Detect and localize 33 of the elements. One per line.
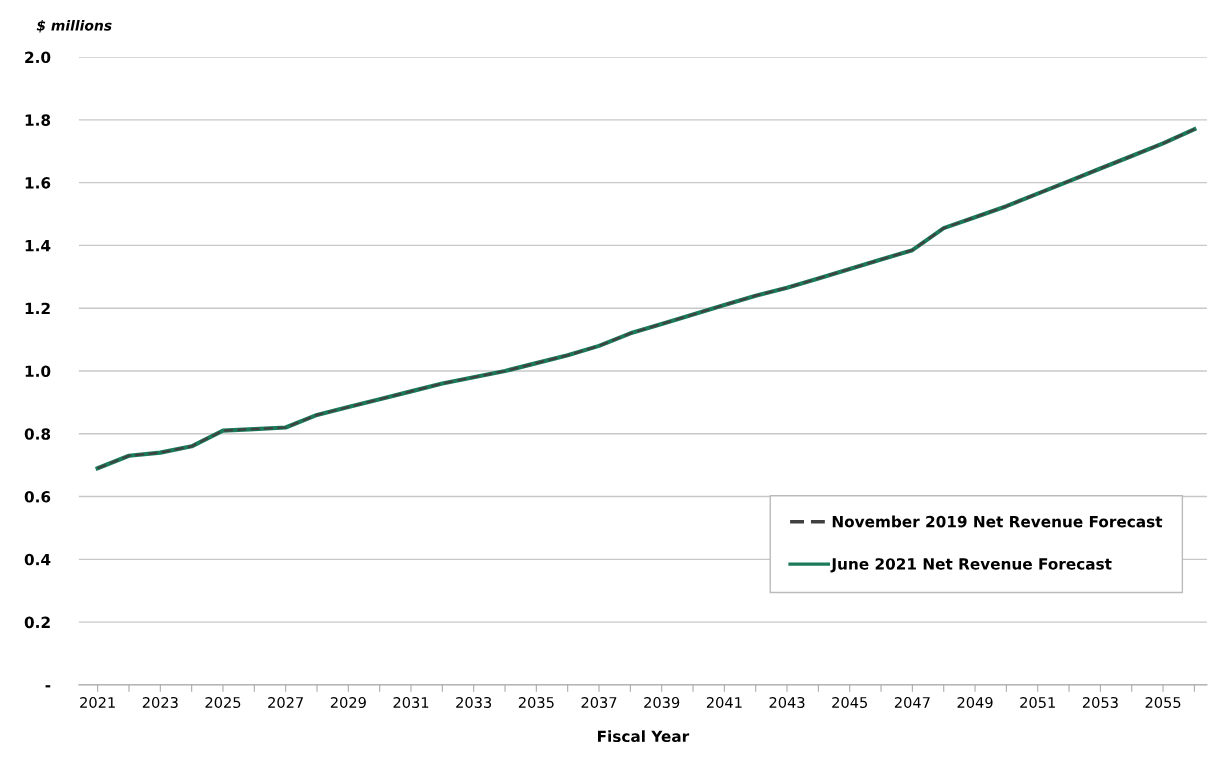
- x-tick-label: 2055: [1145, 696, 1181, 708]
- x-tick-label: 2053: [1082, 696, 1118, 708]
- x-tick-label: 2043: [769, 696, 805, 708]
- legend-label: November 2019 Net Revenue Forecast: [832, 515, 1163, 528]
- legend-label: June 2021 Net Revenue Forecast: [830, 558, 1112, 573]
- y-tick-label: -: [45, 685, 51, 688]
- x-tick-label: 2051: [1020, 696, 1055, 708]
- x-tick-label: 2041: [706, 696, 742, 708]
- y-axis-title: $ millions: [36, 19, 112, 33]
- x-tick-label: 2027: [268, 696, 303, 708]
- x-tick-label: 2045: [832, 696, 867, 708]
- y-tick-label: 1.4: [25, 240, 51, 252]
- y-tick-label: 0.8: [24, 428, 51, 440]
- x-tick-label: 2023: [142, 696, 178, 708]
- x-tick-label: 2029: [330, 696, 366, 708]
- y-tick-label: 1.8: [25, 114, 51, 126]
- y-tick-label: 0.6: [24, 491, 51, 503]
- x-tick-label: 2049: [957, 696, 993, 708]
- x-tick-label: 2031: [393, 696, 429, 708]
- x-tick-label: 2033: [456, 696, 492, 708]
- x-tick-label: 2025: [205, 696, 241, 708]
- y-tick-label: 1.2: [25, 302, 50, 315]
- x-tick-label: 2037: [581, 696, 617, 708]
- y-tick-label: 2.0: [25, 51, 51, 64]
- y-tick-label: 0.4: [24, 553, 51, 566]
- x-tick-label: 2035: [518, 696, 554, 708]
- x-tick-label: 2039: [644, 696, 680, 708]
- y-tick-label: 0.2: [24, 616, 50, 629]
- x-tick-label: 2021: [80, 696, 115, 708]
- y-tick-label: 1.0: [25, 365, 51, 378]
- y-tick-label: 1.6: [25, 177, 51, 189]
- x-tick-label: 2047: [894, 696, 930, 708]
- x-axis-title: Fiscal Year: [598, 730, 690, 743]
